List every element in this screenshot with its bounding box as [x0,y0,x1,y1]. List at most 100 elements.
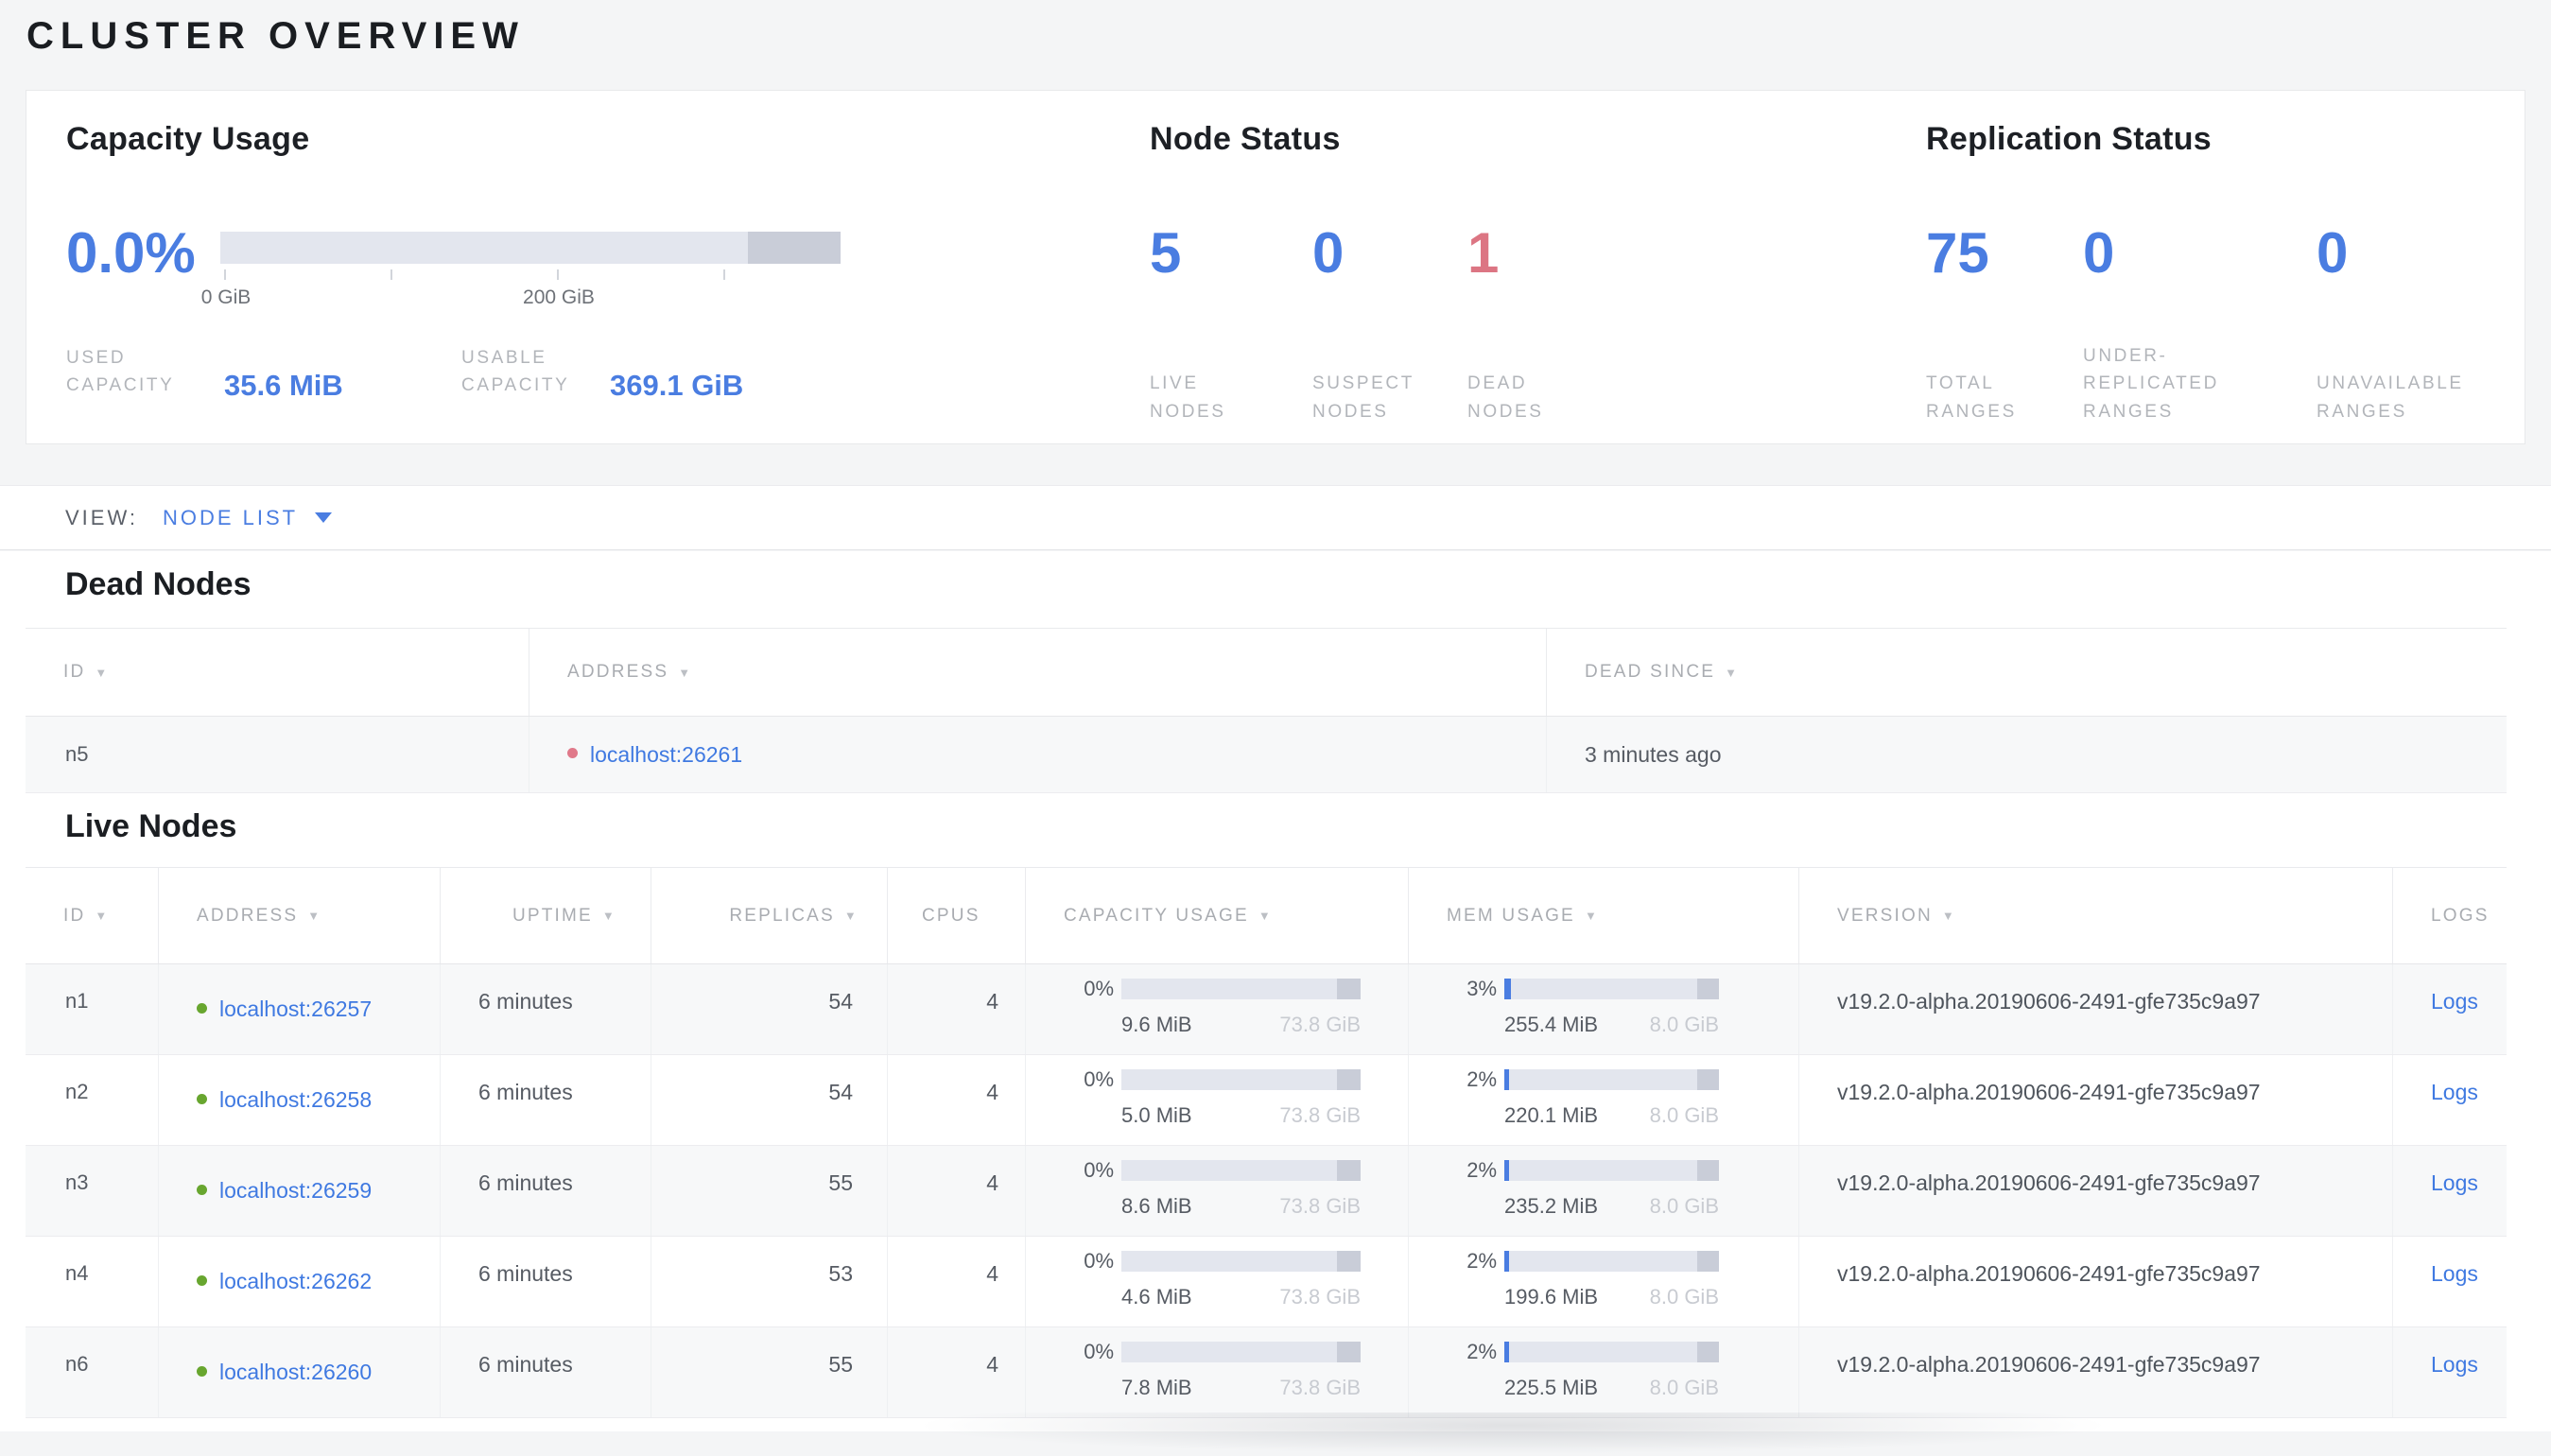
live-node-address-link[interactable]: localhost:26262 [219,1269,373,1293]
capacity-meter-reserved-segment [1336,1342,1361,1362]
dead-column-header-1[interactable]: ADDRESS ▼ [529,629,1546,716]
replication-value-2: 0 [2317,221,2349,285]
live-node-id: n6 [65,1352,89,1376]
live-node-mem-usage: 3% 255.4 MiB 8.0 GiB [1408,964,1798,1054]
live-node-row-4: n6 localhost:26260 6 minutes 55 4 0% [26,1327,2507,1418]
live-nodes-table-header: ID ▼ ADDRESS ▼ UPTIME ▼ REPLICAS ▼ [26,868,2507,964]
column-header-label: CAPACITY USAGE [1064,905,1249,926]
sort-desc-icon: ▼ [1725,665,1740,680]
sort-desc-icon: ▼ [95,909,110,923]
live-node-status-icon [197,1274,207,1286]
mem-meter-reserved-segment [1697,1251,1719,1272]
axis-tick [224,269,226,280]
dead-column-header-2[interactable]: DEAD SINCE ▼ [1546,629,2507,716]
mem-meter-reserved-segment [1697,1342,1719,1362]
live-node-replicas: 53 [651,1237,887,1326]
live-node-version: v19.2.0-alpha.20190606-2491-gfe735c9a97 [1798,1327,2392,1417]
capacity-total-value: 73.8 GiB [1279,1194,1361,1218]
mem-total-value: 8.0 GiB [1649,1103,1719,1127]
mem-meter [1504,1251,1719,1272]
capacity-bar-reserved-segment [747,232,841,264]
live-node-logs-link[interactable]: Logs [2431,1080,2478,1104]
capacity-bar-track [220,232,841,264]
capacity-total-value: 73.8 GiB [1279,1376,1361,1399]
live-node-row-1: n2 localhost:26258 6 minutes 54 4 0% [26,1055,2507,1146]
live-column-header-7[interactable]: VERSION ▼ [1798,868,2392,963]
dead-node-address-link[interactable]: localhost:26261 [590,741,743,767]
node-status-value-1: 0 [1312,221,1345,285]
live-node-id: n4 [65,1261,89,1285]
node-status-label-1: SUSPECT NODES [1312,373,1414,422]
live-node-cpus: 4 [887,1327,1025,1417]
mem-used-value: 225.5 MiB [1504,1376,1599,1399]
live-column-header-4[interactable]: CPUS ▼ [887,868,1025,963]
live-node-mem-usage: 2% 225.5 MiB 8.0 GiB [1408,1327,1798,1417]
live-node-uptime: 6 minutes [440,1146,651,1236]
used-capacity-label: USED CAPACITY [66,348,175,396]
capacity-meter [1121,1342,1361,1362]
column-header-label: ID [63,905,86,926]
sort-desc-icon: ▼ [843,909,859,923]
live-column-header-0[interactable]: ID ▼ [26,868,158,963]
live-node-status-icon [197,1184,207,1195]
live-node-cpus: 4 [887,1055,1025,1145]
live-node-logs-link[interactable]: Logs [2431,1261,2478,1286]
live-column-header-1[interactable]: ADDRESS ▼ [158,868,440,963]
live-node-version: v19.2.0-alpha.20190606-2491-gfe735c9a97 [1798,1146,2392,1236]
sort-desc-icon: ▼ [601,909,616,923]
live-node-logs-link[interactable]: Logs [2431,1170,2478,1195]
mem-percent-label: 2% [1466,1158,1497,1182]
column-header-label: LOGS [2431,905,2490,926]
live-node-logs-cell: Logs [2392,1327,2507,1417]
dead-node-id: n5 [65,742,89,766]
live-column-header-2[interactable]: UPTIME ▼ [440,868,651,963]
live-node-capacity-usage: 0% 7.8 MiB 73.8 GiB [1025,1327,1408,1417]
axis-tick [723,269,725,280]
dead-node-address-cell: localhost:26261 [529,717,1546,792]
live-node-logs-link[interactable]: Logs [2431,989,2478,1014]
live-node-address-link[interactable]: localhost:26259 [219,1178,373,1203]
view-bar: VIEW: NODE LIST [0,485,2551,550]
replication-label-1: UNDER-REPLICATED RANGES [2083,345,2219,422]
live-node-capacity-usage: 0% 4.6 MiB 73.8 GiB [1025,1237,1408,1326]
capacity-total-value: 73.8 GiB [1279,1103,1361,1127]
capacity-used-value: 7.8 MiB [1121,1376,1192,1399]
view-selector-dropdown[interactable]: NODE LIST [163,506,333,530]
replication-value-1: 0 [2083,221,2115,285]
mem-meter-fill [1504,1160,1509,1181]
live-node-address-link[interactable]: localhost:26258 [219,1087,373,1112]
replication-labels: TOTAL RANGES UNDER-REPLICATED RANGES UNA… [1926,318,2473,427]
dead-column-header-0[interactable]: ID ▼ [26,629,529,716]
live-column-header-3[interactable]: REPLICAS ▼ [651,868,887,963]
live-column-header-8[interactable]: LOGS ▼ [2392,868,2507,963]
live-nodes-table-body: n1 localhost:26257 6 minutes 54 4 0% [26,964,2507,1418]
replication-value-0: 75 [1926,221,1989,285]
live-nodes-heading: Live Nodes [65,808,237,844]
mem-meter [1504,1069,1719,1090]
live-nodes-table: ID ▼ ADDRESS ▼ UPTIME ▼ REPLICAS ▼ [26,867,2507,1418]
sort-desc-icon: ▼ [1941,909,1956,923]
column-header-label: UPTIME [512,905,593,926]
live-column-header-6[interactable]: MEM USAGE ▼ [1408,868,1798,963]
live-node-logs-link[interactable]: Logs [2431,1352,2478,1377]
live-node-address-cell: localhost:26262 [158,1237,440,1326]
capacity-meter-reserved-segment [1336,1251,1361,1272]
live-node-version: v19.2.0-alpha.20190606-2491-gfe735c9a97 [1798,1055,2392,1145]
dead-nodes-table-header: ID ▼ ADDRESS ▼ DEAD SINCE ▼ [26,629,2507,717]
sort-desc-icon: ▼ [95,665,110,680]
column-header-label: ID [63,662,86,682]
live-column-header-5[interactable]: CAPACITY USAGE ▼ [1025,868,1408,963]
live-node-address-link[interactable]: localhost:26260 [219,1360,373,1384]
mem-total-value: 8.0 GiB [1649,1194,1719,1218]
dead-nodes-table-body: n5 localhost:26261 3 minutes ago [26,717,2507,793]
live-node-row-0: n1 localhost:26257 6 minutes 54 4 0% [26,964,2507,1055]
dead-node-status-icon [567,748,578,758]
node-status-labels: LIVE NODES SUSPECT NODES DEAD NODES [1150,337,1600,427]
live-node-address-link[interactable]: localhost:26257 [219,997,373,1021]
mem-used-value: 235.2 MiB [1504,1194,1599,1218]
live-node-row-2: n3 localhost:26259 6 minutes 55 4 0% [26,1146,2507,1237]
capacity-total-value: 73.8 GiB [1279,1285,1361,1309]
capacity-meter-reserved-segment [1336,979,1361,999]
live-node-address-cell: localhost:26259 [158,1146,440,1236]
live-node-logs-cell: Logs [2392,1055,2507,1145]
